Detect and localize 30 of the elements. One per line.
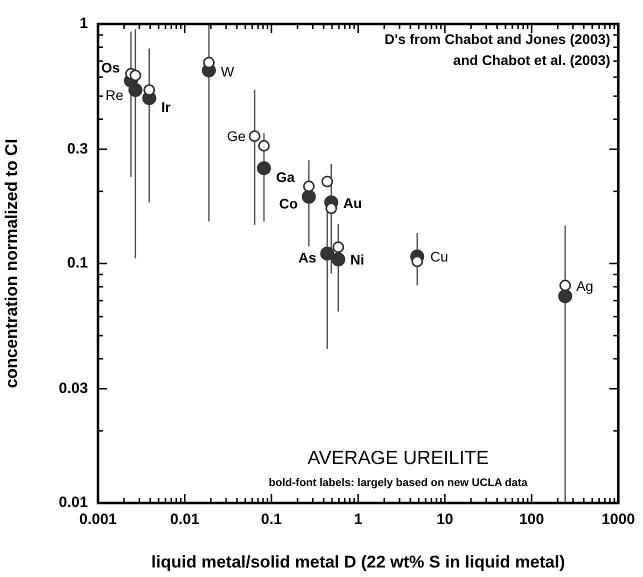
x-tick-label: 10 (436, 511, 454, 528)
data-label: W (220, 63, 235, 80)
y-tick-label: 0.01 (58, 494, 88, 512)
data-label: Ni (350, 251, 364, 268)
annotation: and Chabot et al. (2003) (453, 52, 610, 68)
data-label: Os (101, 60, 120, 76)
x-tick-label: 0.01 (170, 511, 200, 528)
x-tick-label: 1 (354, 511, 362, 528)
data-label: Co (279, 196, 298, 212)
y-tick-label: 1 (80, 15, 88, 32)
x-axis-title: liquid metal/solid metal D (22 wt% S in liquid metal) (151, 552, 566, 572)
y-tick-label: 0.3 (67, 140, 88, 158)
data-label: Ir (161, 99, 172, 116)
x-tick-label: 0.001 (79, 511, 117, 528)
x-tick-label: 1000 (602, 511, 636, 528)
data-label: Cu (430, 248, 448, 264)
data-label: As (298, 249, 316, 266)
data-label: Ag (576, 278, 594, 294)
data-label: Au (343, 195, 362, 212)
annotation: D's from Chabot and Jones (2003) (384, 30, 610, 47)
data-label: Ge (226, 128, 246, 144)
y-tick-label: 0.03 (58, 380, 88, 397)
y-axis-title: concentration normalized to CI (2, 138, 21, 388)
x-tick-label: 0.1 (261, 511, 282, 528)
y-tick-label: 0.1 (67, 254, 88, 272)
x-tick-label: 100 (519, 511, 544, 528)
data-label: Re (106, 86, 124, 103)
annotation: bold-font labels: largely based on new UCLA data (268, 477, 528, 490)
data-label: Ga (276, 169, 295, 186)
annotation: AVERAGE UREILITE (308, 448, 489, 470)
